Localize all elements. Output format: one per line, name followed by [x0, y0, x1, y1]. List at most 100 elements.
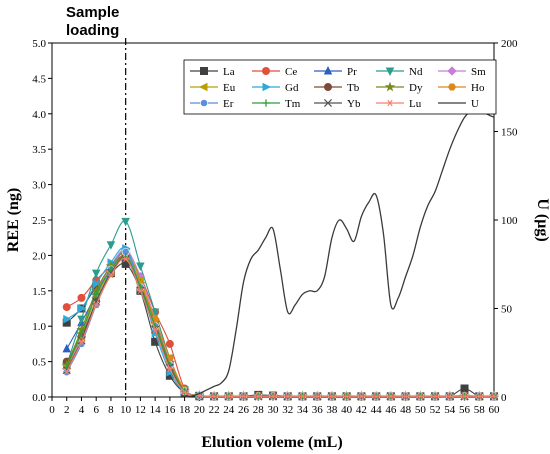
data-point-nd	[106, 241, 116, 250]
legend-label-ho: Ho	[471, 82, 485, 94]
series-ho	[62, 251, 499, 400]
x-tick-label: 16	[164, 404, 176, 416]
series-line-nd	[66, 220, 494, 397]
legend-marker-pr	[323, 66, 333, 75]
series-line-ho	[66, 254, 494, 397]
data-point-lu	[357, 393, 365, 400]
data-point-lu	[460, 393, 469, 400]
data-point-pr	[62, 343, 71, 353]
data-point-nd	[136, 262, 145, 272]
series-line-tm	[66, 255, 494, 397]
annotation-line-1: Sample	[66, 4, 120, 21]
x-tick-label: 12	[135, 404, 146, 416]
data-point-lu	[77, 338, 86, 345]
series-line-yb	[66, 257, 494, 397]
data-point-nd	[121, 217, 130, 227]
data-point-lu	[254, 393, 262, 400]
legend-marker-yb	[323, 98, 333, 108]
data-point-ce	[62, 303, 71, 312]
x-tick-label: 36	[312, 404, 324, 416]
series-la	[62, 259, 498, 401]
x-tick-label: 20	[194, 404, 206, 416]
x-tick-label: 34	[297, 404, 309, 416]
x-axis-label: Elution voleme (mL)	[201, 434, 342, 451]
data-point-ce	[165, 339, 174, 348]
legend-marker-eu	[199, 82, 208, 92]
y-left-tick-label: 2.5	[32, 215, 46, 227]
data-point-lu	[269, 393, 277, 400]
legend-marker-tm	[262, 99, 270, 107]
series-layer	[61, 107, 500, 402]
series-eu	[61, 247, 498, 401]
series-line-la	[66, 262, 495, 398]
legend-label-ce: Ce	[285, 66, 297, 78]
legend-label-eu: Eu	[223, 82, 236, 94]
data-point-lu	[343, 393, 351, 400]
x-tick-label: 28	[253, 404, 265, 416]
y-left-tick-label: 1.0	[32, 321, 46, 333]
data-point-lu	[475, 393, 483, 400]
x-tick-label: 10	[120, 404, 132, 416]
series-yb	[62, 254, 499, 401]
x-tick-label: 46	[385, 404, 397, 416]
data-point-tm	[92, 290, 100, 298]
y-left-tick-label: 1.5	[32, 286, 46, 298]
x-tick-label: 48	[400, 404, 412, 416]
series-line-u	[184, 107, 495, 398]
data-point-lu	[402, 393, 410, 400]
data-point-lu	[107, 272, 115, 279]
legend-label-la: La	[223, 66, 235, 78]
legend-marker-tb	[323, 83, 332, 92]
legend-marker-sm	[447, 66, 457, 76]
data-point-lu	[166, 365, 174, 372]
y-left-tick-label: 2.0	[32, 250, 46, 262]
data-point-lu	[313, 393, 321, 400]
legend-label-pr: Pr	[347, 66, 357, 78]
y-right-tick-label: 200	[501, 38, 518, 50]
data-point-lu	[328, 393, 336, 400]
data-point-nd	[77, 315, 86, 325]
legend-label-gd: Gd	[285, 82, 299, 94]
series-tm	[63, 253, 498, 400]
x-tick-label: 40	[341, 404, 353, 416]
x-tick-label: 32	[282, 404, 293, 416]
legend-label-er: Er	[223, 98, 234, 110]
y-axis-right-label: U (μg)	[534, 198, 550, 241]
x-tick-label: 56	[459, 404, 471, 416]
legend-label-yb: Yb	[347, 98, 361, 110]
legend: La Ce Pr Nd Sm Eu Gd Tb Dy Ho Er Tm Yb Lu U	[183, 59, 497, 115]
data-point-lu	[151, 326, 159, 333]
series-nd	[62, 217, 499, 402]
legend-marker-nd	[385, 67, 395, 76]
series-line-lu	[66, 258, 494, 397]
legend-marker-er	[200, 99, 208, 107]
y-left-tick-label: 0.0	[32, 392, 46, 404]
series-lu	[63, 255, 498, 400]
series-gd	[63, 244, 499, 401]
legend-label-tm: Tm	[285, 98, 301, 110]
data-point-lu	[181, 388, 189, 396]
series-tb	[62, 252, 498, 401]
y-left-tick-label: 4.0	[32, 109, 46, 121]
data-point-lu	[431, 393, 439, 400]
sample-loading-annotation: Sample loading	[66, 4, 119, 40]
legend-label-u: U	[471, 98, 479, 110]
y-right-tick-label: 100	[501, 215, 518, 227]
x-tick-label: 8	[108, 404, 114, 416]
series-line-pr	[66, 255, 494, 397]
annotation-line-2: loading	[66, 22, 120, 39]
data-point-lu	[387, 393, 395, 400]
legend-marker-gd	[262, 82, 271, 92]
x-tick-label: 6	[93, 404, 99, 416]
legend-label-tb: Tb	[347, 82, 360, 94]
data-point-yb	[165, 363, 174, 372]
y-left-tick-label: 3.0	[32, 180, 46, 192]
data-point-ce	[77, 293, 86, 302]
series-ce	[62, 251, 498, 401]
data-point-lu	[225, 393, 233, 400]
x-tick-label: 52	[430, 404, 441, 416]
x-tick-label: 0	[49, 404, 55, 416]
legend-label-lu: Lu	[409, 98, 422, 110]
data-point-gd	[92, 279, 102, 288]
